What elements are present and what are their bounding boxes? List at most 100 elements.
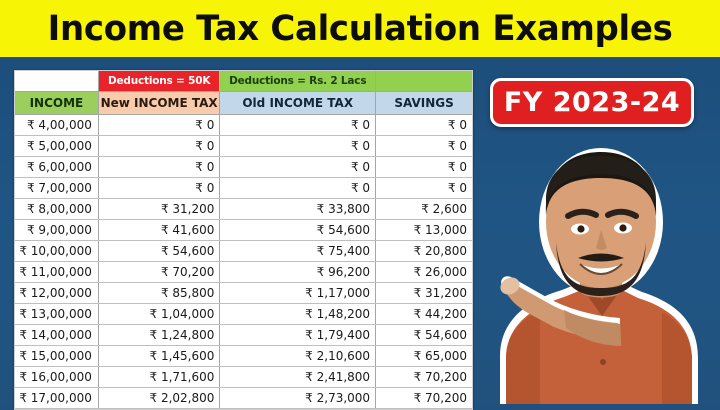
- face: [546, 156, 656, 288]
- finger-tip: [500, 277, 520, 295]
- table-body: ₹ 4,00,000 ₹ 0 ₹ 0 ₹ 0 ₹ 5,00,000 ₹ 0 ₹ 0 ₹ 0 ₹ …: [15, 114, 472, 409]
- savings-cell: ₹ 44,200: [375, 303, 472, 325]
- pupil-right: [619, 224, 627, 232]
- old-income-tax-cell: ₹ 1,48,200: [219, 303, 377, 325]
- moustache: [578, 253, 624, 262]
- table-row: ₹ 16,00,000 ₹ 1,71,600 ₹ 2,41,800 ₹ 70,200: [15, 366, 472, 388]
- table-row: ₹ 10,00,000 ₹ 54,600 ₹ 75,400 ₹ 20,800: [15, 240, 472, 262]
- table-header-row: INCOME New INCOME TAX Old INCOME TAX SAV…: [15, 91, 472, 115]
- table: Deductions = 50K Deductions = Rs. 2 Lacs…: [15, 71, 472, 409]
- savings-cell: ₹ 70,200: [375, 366, 472, 388]
- new-income-tax-cell: ₹ 70,200: [98, 261, 221, 283]
- old-income-tax-cell: ₹ 0: [219, 114, 377, 136]
- savings-cell: ₹ 0: [375, 135, 472, 157]
- income-cell: ₹ 8,00,000: [15, 198, 99, 220]
- income-cell: ₹ 10,00,000: [15, 240, 99, 262]
- old-income-tax-cell: ₹ 75,400: [219, 240, 377, 262]
- banner-cell-blank-left: [15, 71, 99, 92]
- table-row: ₹ 17,00,000 ₹ 2,02,800 ₹ 2,73,000 ₹ 70,200: [15, 387, 472, 409]
- new-income-tax-cell: ₹ 2,02,800: [98, 387, 221, 409]
- table-row: ₹ 7,00,000 ₹ 0 ₹ 0 ₹ 0: [15, 177, 472, 199]
- old-income-tax-cell: ₹ 96,200: [219, 261, 377, 283]
- income-cell: ₹ 16,00,000: [15, 366, 99, 388]
- new-income-tax-cell: ₹ 0: [98, 114, 221, 136]
- income-cell: ₹ 7,00,000: [15, 177, 99, 199]
- column-header-old-income-tax: Old INCOME TAX: [219, 91, 377, 115]
- shirt-shade-right: [662, 312, 692, 404]
- eyebrow-left: [565, 208, 599, 219]
- new-income-tax-cell: ₹ 1,45,600: [98, 345, 221, 367]
- table-row: ₹ 14,00,000 ₹ 1,24,800 ₹ 1,79,400 ₹ 54,600: [15, 324, 472, 346]
- mouth-line: [579, 263, 623, 275]
- table-row: ₹ 8,00,000 ₹ 31,200 ₹ 33,800 ₹ 2,600: [15, 198, 472, 220]
- nose: [596, 230, 607, 250]
- new-income-tax-cell: ₹ 0: [98, 156, 221, 178]
- knuckles: [564, 310, 622, 346]
- tax-comparison-table: Deductions = 50K Deductions = Rs. 2 Lacs…: [14, 70, 473, 410]
- banner-new-deductions: Deductions = 50K: [98, 71, 221, 92]
- pointing-hand: [500, 276, 653, 366]
- savings-cell: ₹ 0: [375, 177, 472, 199]
- sleeve-cuff: [620, 316, 653, 366]
- new-income-tax-cell: ₹ 54,600: [98, 240, 221, 262]
- old-income-tax-cell: ₹ 0: [219, 177, 377, 199]
- savings-cell: ₹ 54,600: [375, 324, 472, 346]
- new-income-tax-cell: ₹ 1,71,600: [98, 366, 221, 388]
- table-row: ₹ 13,00,000 ₹ 1,04,000 ₹ 1,48,200 ₹ 44,200: [15, 303, 472, 325]
- financial-year-label: FY 2023-24: [503, 87, 681, 118]
- page-title: Income Tax Calculation Examples: [47, 8, 673, 49]
- banner-cell-blank-right: [375, 71, 472, 92]
- old-income-tax-cell: ₹ 0: [219, 156, 377, 178]
- savings-cell: ₹ 20,800: [375, 240, 472, 262]
- title-banner: Income Tax Calculation Examples: [0, 0, 720, 57]
- new-income-tax-cell: ₹ 1,24,800: [98, 324, 221, 346]
- old-income-tax-cell: ₹ 1,79,400: [219, 324, 377, 346]
- financial-year-badge: FY 2023-24: [490, 78, 694, 127]
- presenter-photo: [470, 130, 720, 404]
- income-cell: ₹ 4,00,000: [15, 114, 99, 136]
- pupil-left: [577, 225, 585, 233]
- hair-top: [546, 156, 656, 216]
- savings-cell: ₹ 65,000: [375, 345, 472, 367]
- savings-cell: ₹ 0: [375, 156, 472, 178]
- shirt-shade-left: [506, 310, 540, 404]
- old-income-tax-cell: ₹ 1,17,000: [219, 282, 377, 304]
- new-income-tax-cell: ₹ 0: [98, 135, 221, 157]
- column-header-income: INCOME: [15, 91, 99, 115]
- income-cell: ₹ 14,00,000: [15, 324, 99, 346]
- old-income-tax-cell: ₹ 2,41,800: [219, 366, 377, 388]
- savings-cell: ₹ 31,200: [375, 282, 472, 304]
- new-income-tax-cell: ₹ 1,04,000: [98, 303, 221, 325]
- old-income-tax-cell: ₹ 2,73,000: [219, 387, 377, 409]
- income-cell: ₹ 13,00,000: [15, 303, 99, 325]
- savings-cell: ₹ 13,000: [375, 219, 472, 241]
- column-header-new-income-tax: New INCOME TAX: [98, 91, 221, 115]
- column-header-savings: SAVINGS: [375, 91, 472, 115]
- old-income-tax-cell: ₹ 2,10,600: [219, 345, 377, 367]
- new-income-tax-cell: ₹ 85,800: [98, 282, 221, 304]
- table-row: ₹ 5,00,000 ₹ 0 ₹ 0 ₹ 0: [15, 135, 472, 157]
- presenter-illustration: [500, 148, 698, 404]
- income-cell: ₹ 11,00,000: [15, 261, 99, 283]
- eyebrow-right: [605, 208, 639, 219]
- income-cell: ₹ 9,00,000: [15, 219, 99, 241]
- table-row: ₹ 4,00,000 ₹ 0 ₹ 0 ₹ 0: [15, 114, 472, 136]
- savings-cell: ₹ 26,000: [375, 261, 472, 283]
- income-cell: ₹ 12,00,000: [15, 282, 99, 304]
- old-income-tax-cell: ₹ 0: [219, 135, 377, 157]
- income-cell: ₹ 6,00,000: [15, 156, 99, 178]
- table-row: ₹ 11,00,000 ₹ 70,200 ₹ 96,200 ₹ 26,000: [15, 261, 472, 283]
- table-row: ₹ 9,00,000 ₹ 41,600 ₹ 54,600 ₹ 13,000: [15, 219, 472, 241]
- savings-cell: ₹ 0: [375, 114, 472, 136]
- table-row: ₹ 6,00,000 ₹ 0 ₹ 0 ₹ 0: [15, 156, 472, 178]
- table-row: ₹ 12,00,000 ₹ 85,800 ₹ 1,17,000 ₹ 31,200: [15, 282, 472, 304]
- savings-cell: ₹ 2,600: [375, 198, 472, 220]
- shirt-button: [600, 359, 606, 365]
- old-income-tax-cell: ₹ 54,600: [219, 219, 377, 241]
- new-income-tax-cell: ₹ 0: [98, 177, 221, 199]
- income-cell: ₹ 17,00,000: [15, 387, 99, 409]
- old-income-tax-cell: ₹ 33,800: [219, 198, 377, 220]
- banner-old-deductions: Deductions = Rs. 2 Lacs: [219, 71, 377, 92]
- table-banner-row: Deductions = 50K Deductions = Rs. 2 Lacs: [15, 71, 472, 92]
- new-income-tax-cell: ₹ 41,600: [98, 219, 221, 241]
